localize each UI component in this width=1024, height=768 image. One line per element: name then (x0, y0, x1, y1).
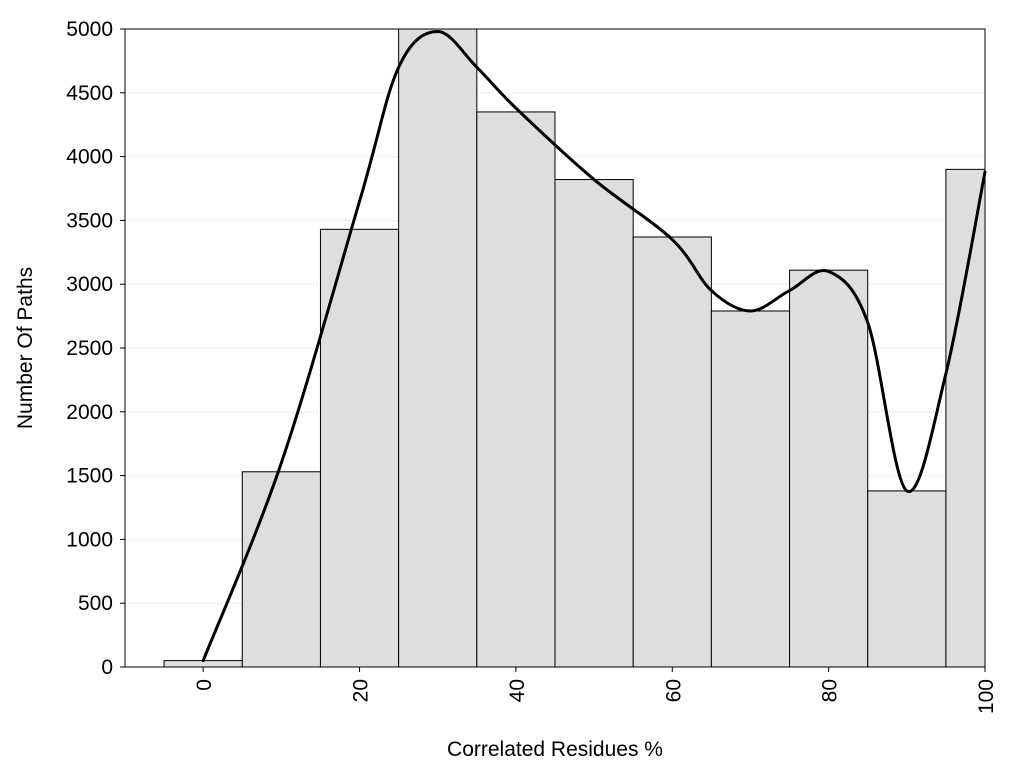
histogram-bar (945, 168, 986, 668)
x-tick-label: 80 (819, 679, 842, 702)
y-tick-label: 3500 (66, 209, 113, 232)
histogram-bar (398, 28, 478, 668)
histogram-bar (241, 471, 321, 668)
y-tick-label: 4500 (66, 82, 113, 105)
histogram-bars (163, 28, 986, 668)
y-axis-label: Number Of Paths (14, 267, 37, 429)
histogram-bar (319, 228, 400, 668)
y-tick-label: 2500 (66, 337, 113, 360)
y-tick-label: 500 (78, 592, 113, 615)
y-tick-label: 0 (101, 656, 113, 679)
trend-curve (201, 30, 987, 663)
histogram-bar (476, 111, 556, 668)
x-tick-label: 60 (662, 679, 685, 702)
x-tick-label: 20 (350, 679, 373, 702)
y-tick-label: 3000 (66, 273, 113, 296)
x-axis-ticks: 0 20 40 60 80 100 (193, 667, 998, 714)
y-tick-label: 1500 (66, 465, 113, 488)
x-axis-label: Correlated Residues % (447, 738, 663, 761)
y-tick-label: 1000 (66, 528, 113, 551)
y-tick-label: 5000 (66, 18, 113, 41)
y-tick-label: 4000 (66, 146, 113, 169)
histogram-bar (554, 179, 634, 668)
x-tick-label: 0 (193, 679, 216, 691)
histogram-bar (867, 490, 947, 668)
y-axis-ticks: 0 500 1000 1500 2000 2500 3000 3500 4000 4500 5000 (66, 18, 125, 679)
series-line (201, 30, 987, 663)
histogram-bar (632, 236, 712, 668)
y-tick-label: 2000 (66, 401, 113, 424)
x-tick-label: 100 (975, 679, 998, 714)
x-tick-label: 40 (506, 679, 529, 702)
histogram-bar (789, 269, 869, 668)
histogram-bar (710, 310, 791, 668)
